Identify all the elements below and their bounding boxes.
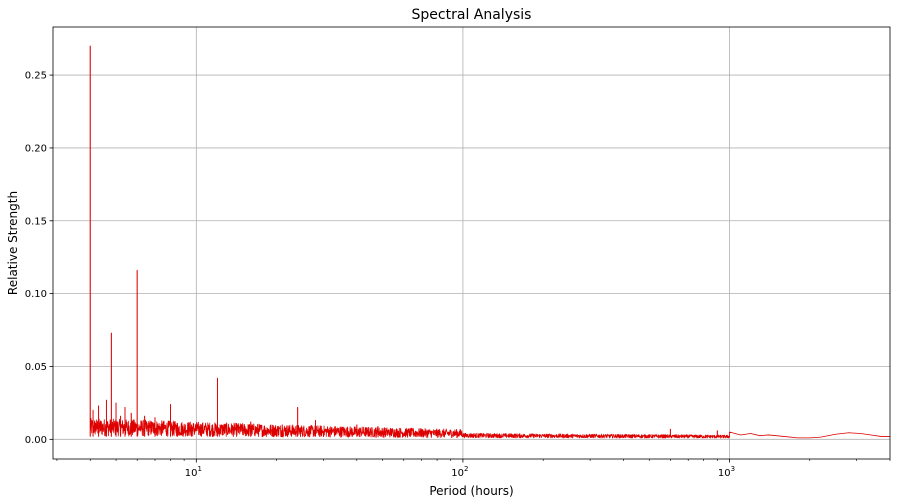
- x-tick-label: 103: [718, 465, 735, 479]
- x-axis-title: Period (hours): [429, 484, 513, 498]
- plot-frame: [52, 26, 891, 460]
- y-axis-title: Relative Strength: [6, 191, 20, 295]
- y-tick-label: 0.05: [25, 362, 47, 373]
- x-tick-label-base: 10: [718, 468, 731, 479]
- chart-title: Spectral Analysis: [412, 7, 532, 23]
- grid-layer: [53, 27, 890, 459]
- series-layer: [89, 45, 890, 439]
- y-tick-label: 0.20: [25, 143, 47, 154]
- x-tick-label: 101: [185, 465, 202, 479]
- x-tick-label-base: 10: [185, 468, 198, 479]
- x-tick-label: 102: [451, 465, 468, 479]
- y-tick-label: 0.00: [25, 435, 47, 446]
- x-tick-label-exponent: 3: [731, 465, 735, 473]
- y-tick-label: 0.10: [25, 289, 47, 300]
- y-tick-label: 0.25: [25, 71, 47, 82]
- spectrum-line: [89, 45, 890, 439]
- x-tick-label-exponent: 1: [197, 465, 201, 473]
- x-tick-label-base: 10: [451, 468, 464, 479]
- y-tick-label: 0.15: [25, 216, 47, 227]
- x-tick-label-exponent: 2: [464, 465, 468, 473]
